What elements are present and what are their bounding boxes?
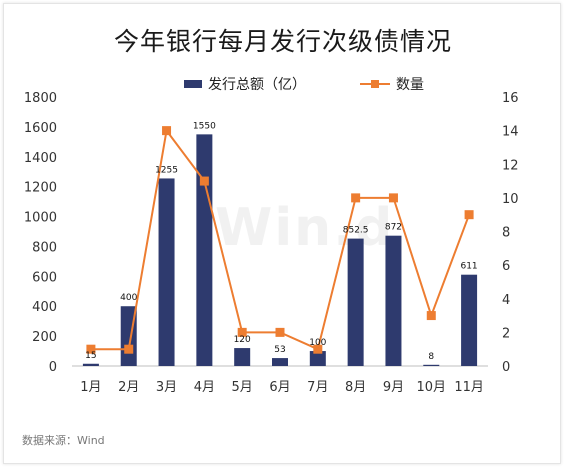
count-marker	[351, 193, 361, 203]
chart-title: 今年银行每月发行次级债情况	[113, 27, 452, 56]
bar	[385, 235, 402, 366]
source-note: 数据来源：Wind	[22, 434, 105, 447]
y-tick-label: 1000	[24, 211, 57, 226]
y-tick-label: 1800	[24, 91, 57, 106]
y-tick-label: 1600	[24, 121, 57, 136]
legend-item-amount: 发行总额（亿）	[184, 74, 306, 94]
x-tick-label: 8月	[345, 380, 366, 395]
count-marker	[275, 327, 285, 337]
count-line	[90, 128, 471, 351]
x-tick-label: 6月	[269, 380, 290, 395]
chart-card	[3, 3, 561, 464]
x-tick-label: 1月	[80, 380, 101, 395]
count-marker	[162, 126, 172, 136]
x-tick-label: 2月	[118, 380, 139, 395]
bar-data-label: 8	[428, 352, 434, 362]
y2-tick-label: 4	[502, 293, 510, 308]
legend: 发行总额（亿） 数量	[0, 74, 566, 94]
legend-line-swatch	[360, 78, 390, 90]
legend-item-count: 数量	[360, 74, 424, 94]
bar-data-label: 100	[309, 338, 326, 348]
x-tick-label: 9月	[383, 380, 404, 395]
x-tick-label: 10月	[416, 380, 446, 395]
y-tick-label: 1400	[24, 151, 57, 166]
y2-tick-label: 12	[502, 158, 519, 173]
bar-data-label: 120	[234, 335, 251, 345]
bar	[82, 363, 99, 366]
bar-data-label: 872	[385, 223, 402, 233]
count-marker	[464, 210, 474, 220]
bar	[461, 274, 478, 366]
y-tick-label: 0	[49, 360, 57, 375]
bar	[423, 364, 440, 366]
legend-amount-label: 发行总额（亿）	[208, 77, 306, 93]
bar-data-label: 611	[460, 262, 477, 272]
bar	[234, 348, 251, 366]
bar	[347, 238, 364, 366]
count-marker	[313, 344, 323, 354]
count-marker	[426, 311, 436, 321]
y-tick-label: 600	[32, 270, 57, 285]
count-marker	[388, 193, 398, 203]
x-tick-label: 4月	[194, 380, 215, 395]
legend-bar-swatch	[184, 80, 202, 88]
count-marker	[124, 344, 134, 354]
y2-tick-label: 16	[502, 91, 519, 106]
bar	[272, 358, 288, 366]
bar-data-label: 1255	[155, 165, 178, 175]
bar-data-label: 852.5	[343, 226, 369, 236]
y2-tick-label: 14	[502, 125, 519, 140]
bar-data-label: 53	[274, 345, 285, 355]
y2-tick-label: 0	[502, 360, 510, 375]
x-tick-label: 7月	[307, 380, 328, 395]
y2-tick-label: 2	[502, 326, 510, 341]
y-tick-label: 400	[32, 300, 57, 315]
y2-tick-label: 8	[502, 226, 510, 241]
count-marker	[237, 327, 247, 337]
count-marker	[199, 176, 209, 186]
y2-tick-label: 6	[502, 259, 510, 274]
x-tick-label: 11月	[454, 380, 484, 395]
bar-data-label: 15	[85, 351, 96, 361]
count-marker	[86, 344, 96, 354]
bar	[158, 178, 175, 366]
bar-data-label: 400	[120, 293, 137, 303]
bar	[309, 351, 326, 366]
y-tick-label: 200	[32, 330, 57, 345]
y-tick-label: 1200	[24, 181, 57, 196]
y-tick-label: 800	[32, 240, 57, 255]
x-tick-label: 5月	[232, 380, 253, 395]
x-tick-label: 3月	[156, 380, 177, 395]
bar-data-label: 1550	[193, 121, 216, 131]
legend-count-label: 数量	[396, 77, 424, 93]
y2-tick-label: 10	[502, 192, 519, 207]
bar	[196, 134, 213, 366]
